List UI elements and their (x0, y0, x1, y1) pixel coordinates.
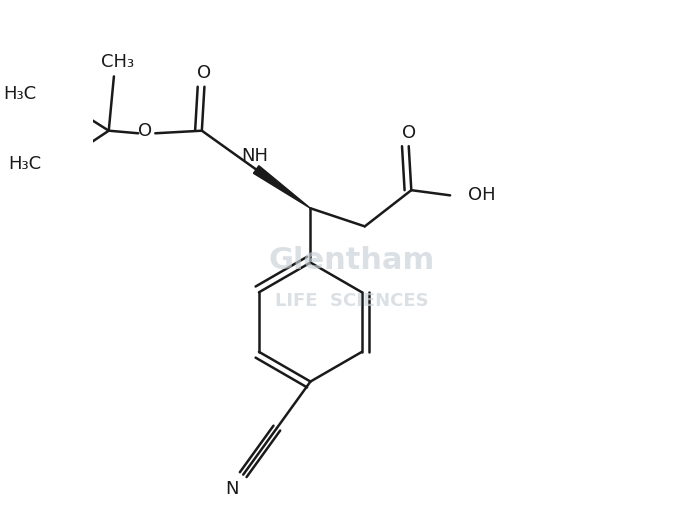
Text: OH: OH (468, 186, 496, 204)
Polygon shape (253, 166, 310, 209)
Text: LIFE  SCIENCES: LIFE SCIENCES (275, 292, 429, 310)
Text: Glentham: Glentham (269, 245, 435, 275)
Text: O: O (402, 124, 416, 142)
Text: NH: NH (242, 147, 269, 164)
Text: CH₃: CH₃ (102, 53, 134, 71)
Text: H₃C: H₃C (8, 155, 42, 173)
Text: N: N (225, 480, 239, 498)
Text: O: O (138, 122, 152, 140)
Text: H₃C: H₃C (3, 85, 36, 103)
Text: O: O (198, 64, 212, 82)
